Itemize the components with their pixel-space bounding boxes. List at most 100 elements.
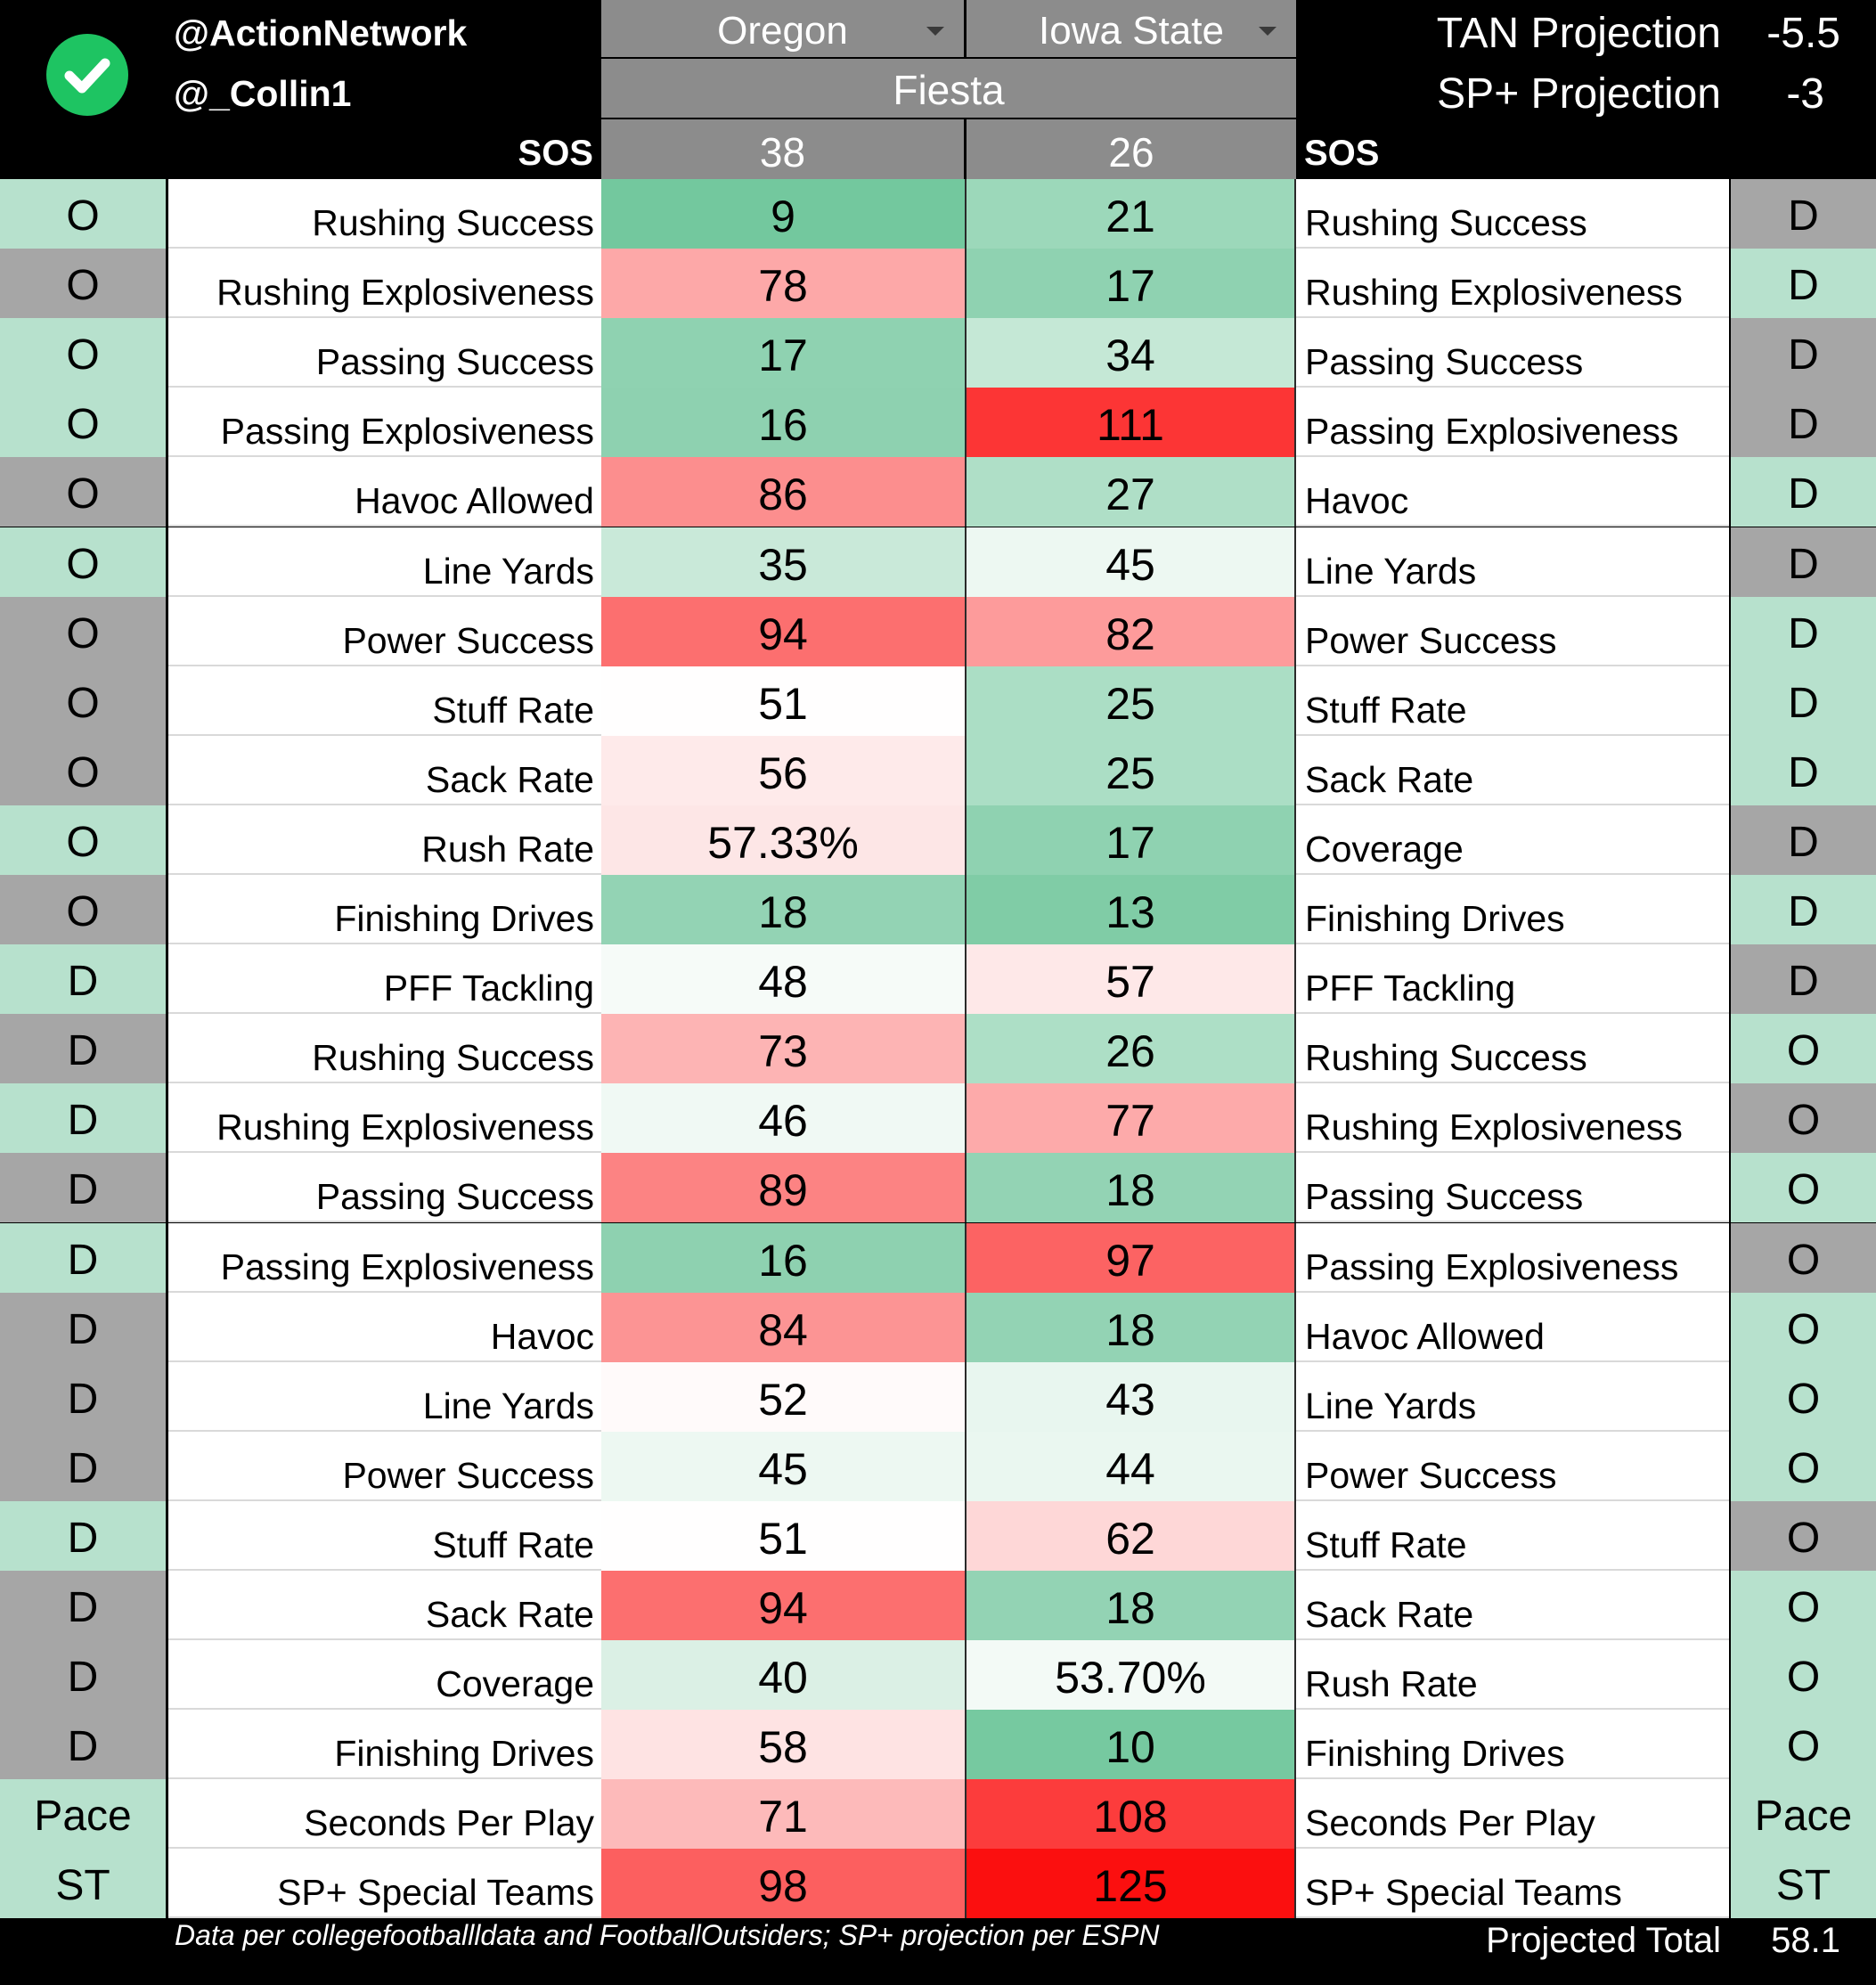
stat-label-left: Power Success — [168, 596, 601, 666]
table-row: O Sack Rate 56 25 Sack Rate D — [0, 735, 1876, 805]
table-row: O Rushing Explosiveness 78 17 Rushing Explos… — [0, 249, 1876, 319]
side-indicator-left: D — [0, 1640, 166, 1711]
side-indicator-left: D — [0, 1361, 166, 1432]
stat-label-left: Rush Rate — [168, 805, 601, 875]
stat-value-right: 108 — [967, 1779, 1296, 1850]
stat-value-left: 71 — [601, 1779, 967, 1850]
side-indicator-right: O — [1731, 1222, 1876, 1293]
stat-label-left: Rushing Success — [168, 179, 601, 249]
stat-label-right: Sack Rate — [1296, 735, 1729, 805]
stat-value-right: 57 — [967, 944, 1296, 1015]
side-indicator-right: O — [1731, 1361, 1876, 1432]
sos-label-left: SOS — [518, 134, 593, 173]
stat-value-left: 18 — [601, 875, 967, 944]
stat-label-left: Stuff Rate — [168, 666, 601, 736]
stat-value-right: 77 — [967, 1083, 1296, 1154]
side-indicator-right: D — [1731, 249, 1876, 319]
team-select-right[interactable]: Iowa State — [967, 0, 1296, 57]
stat-value-left: 17 — [601, 318, 967, 388]
side-indicator-right: D — [1731, 666, 1876, 736]
bowl-name: Fiesta — [601, 59, 1296, 118]
stat-value-right: 34 — [967, 318, 1296, 388]
table-row: O Rush Rate 57.33% 17 Coverage D — [0, 805, 1876, 875]
team-name-left: Oregon — [717, 9, 848, 53]
table-row: O Power Success 94 82 Power Success D — [0, 596, 1876, 666]
stat-value-right: 45 — [967, 527, 1296, 597]
side-indicator-right: D — [1731, 944, 1876, 1015]
handle-author: @_Collin1 — [174, 73, 352, 114]
sos-value-left: 38 — [601, 119, 964, 179]
stat-value-right: 26 — [967, 1014, 1296, 1084]
stat-value-right: 25 — [967, 666, 1296, 736]
chevron-down-icon — [926, 27, 944, 36]
stat-label-right: Finishing Drives — [1296, 1710, 1729, 1780]
sos-label-right: SOS — [1304, 134, 1380, 173]
header: @ActionNetwork @_Collin1 SOS Oregon Iowa… — [0, 0, 1876, 179]
side-indicator-right: D — [1731, 318, 1876, 388]
side-indicator-left: Pace — [0, 1779, 166, 1850]
side-indicator-left: D — [0, 1571, 166, 1640]
team-select-left[interactable]: Oregon — [601, 0, 964, 57]
table-row: O Stuff Rate 51 25 Stuff Rate D — [0, 666, 1876, 736]
stat-label-right: Havoc Allowed — [1296, 1292, 1729, 1362]
side-indicator-right: O — [1731, 1571, 1876, 1640]
stat-value-left: 16 — [601, 388, 967, 458]
stat-value-left: 9 — [601, 179, 967, 249]
stat-label-right: Rushing Success — [1296, 1014, 1729, 1084]
stat-label-right: Power Success — [1296, 596, 1729, 666]
table-row: D Rushing Explosiveness 46 77 Rushing Explos… — [0, 1083, 1876, 1154]
side-indicator-left: O — [0, 596, 166, 666]
table-row: D Rushing Success 73 26 Rushing Success O — [0, 1014, 1876, 1084]
table-row: D Stuff Rate 51 62 Stuff Rate O — [0, 1500, 1876, 1571]
side-indicator-left: D — [0, 1222, 166, 1293]
side-indicator-left: O — [0, 666, 166, 736]
stat-label-left: Stuff Rate — [168, 1500, 601, 1571]
stat-label-right: Rushing Success — [1296, 179, 1729, 249]
chevron-down-icon — [1259, 27, 1276, 36]
stat-label-left: Sack Rate — [168, 735, 601, 805]
side-indicator-right: D — [1731, 875, 1876, 944]
table-row: Pace Seconds Per Play 71 108 Seconds Per Pla… — [0, 1779, 1876, 1850]
stat-label-left: Passing Explosiveness — [168, 388, 601, 458]
tan-projection-label: TAN Projection — [1436, 10, 1721, 57]
side-indicator-left: D — [0, 1710, 166, 1780]
stat-label-left: Havoc — [168, 1292, 601, 1362]
stat-label-right: Seconds Per Play — [1296, 1779, 1729, 1850]
stat-value-right: 125 — [967, 1849, 1296, 1919]
side-indicator-right: D — [1731, 388, 1876, 458]
stat-label-left: Passing Success — [168, 318, 601, 388]
stat-label-right: Rushing Explosiveness — [1296, 1083, 1729, 1154]
stat-value-left: 89 — [601, 1153, 967, 1223]
table-row: D Passing Success 89 18 Passing Success O — [0, 1153, 1876, 1223]
stat-label-right: SP+ Special Teams — [1296, 1849, 1729, 1919]
table-row: D Finishing Drives 58 10 Finishing Drives O — [0, 1710, 1876, 1780]
side-indicator-left: O — [0, 318, 166, 388]
stat-label-left: Passing Success — [168, 1153, 601, 1223]
side-indicator-right: D — [1731, 527, 1876, 597]
stat-label-left: Finishing Drives — [168, 875, 601, 944]
side-indicator-left: O — [0, 735, 166, 805]
stat-value-left: 57.33% — [601, 805, 967, 875]
stat-label-right: Passing Explosiveness — [1296, 1222, 1729, 1293]
stat-label-right: Power Success — [1296, 1431, 1729, 1501]
sp-projection-label: SP+ Projection — [1437, 70, 1721, 118]
sos-value-right: 26 — [967, 119, 1296, 179]
stat-value-left: 16 — [601, 1222, 967, 1293]
projected-total-label: Projected Total — [1486, 1921, 1721, 1960]
stat-value-right: 18 — [967, 1571, 1296, 1640]
side-indicator-right: D — [1731, 735, 1876, 805]
data-source-note: Data per collegefootballldata and Footba… — [175, 1919, 1160, 1951]
table-row: O Line Yards 35 45 Line Yards D — [0, 527, 1876, 597]
stat-value-right: 82 — [967, 596, 1296, 666]
stat-value-left: 58 — [601, 1710, 967, 1780]
stat-value-left: 73 — [601, 1014, 967, 1084]
side-indicator-left: O — [0, 527, 166, 597]
side-indicator-left: ST — [0, 1849, 166, 1919]
side-indicator-left: D — [0, 1500, 166, 1571]
stat-value-left: 94 — [601, 596, 967, 666]
sp-projection-value: -3 — [1786, 70, 1824, 118]
stat-value-right: 53.70% — [967, 1640, 1296, 1711]
stat-label-left: Finishing Drives — [168, 1710, 601, 1780]
side-indicator-right: O — [1731, 1431, 1876, 1501]
table-row: D Sack Rate 94 18 Sack Rate O — [0, 1571, 1876, 1640]
